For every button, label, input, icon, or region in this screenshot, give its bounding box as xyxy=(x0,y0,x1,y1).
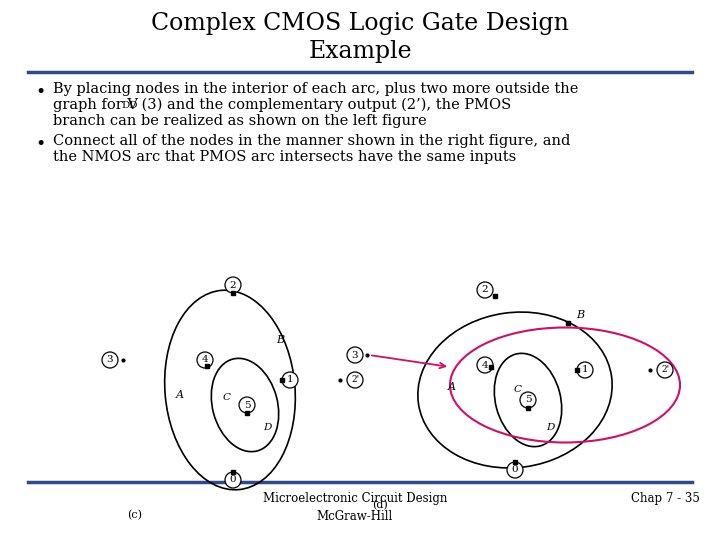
Text: DD: DD xyxy=(121,102,138,111)
Text: A: A xyxy=(448,382,456,392)
Circle shape xyxy=(477,357,493,373)
Circle shape xyxy=(520,392,536,408)
Text: 4: 4 xyxy=(482,361,488,369)
Text: (3) and the complementary output (2’), the PMOS: (3) and the complementary output (2’), t… xyxy=(137,98,511,112)
Text: A: A xyxy=(176,390,184,400)
Text: 4: 4 xyxy=(202,355,208,364)
Circle shape xyxy=(477,282,493,298)
Text: branch can be realized as shown on the left figure: branch can be realized as shown on the l… xyxy=(53,114,427,128)
Text: 1: 1 xyxy=(287,375,293,384)
Text: C: C xyxy=(223,393,231,402)
Text: 3: 3 xyxy=(351,350,359,360)
Text: graph for V: graph for V xyxy=(53,98,138,112)
Text: •: • xyxy=(35,84,45,101)
Circle shape xyxy=(657,362,673,378)
Text: 1: 1 xyxy=(582,366,588,375)
Text: 2': 2' xyxy=(351,375,359,384)
Circle shape xyxy=(225,277,241,293)
Text: D: D xyxy=(263,422,271,431)
Circle shape xyxy=(507,462,523,478)
Text: Connect all of the nodes in the manner shown in the right figure, and: Connect all of the nodes in the manner s… xyxy=(53,134,570,148)
Text: 2': 2' xyxy=(661,366,669,375)
Circle shape xyxy=(347,372,363,388)
Text: 2: 2 xyxy=(482,286,488,294)
Text: Complex CMOS Logic Gate Design: Complex CMOS Logic Gate Design xyxy=(151,12,569,35)
Circle shape xyxy=(197,352,213,368)
Text: •: • xyxy=(35,136,45,153)
Circle shape xyxy=(225,472,241,488)
Text: (d): (d) xyxy=(372,500,388,510)
Text: the NMOS arc that PMOS arc intersects have the same inputs: the NMOS arc that PMOS arc intersects ha… xyxy=(53,150,516,164)
Text: 5: 5 xyxy=(243,401,251,409)
Circle shape xyxy=(239,397,255,413)
Text: 5: 5 xyxy=(525,395,531,404)
Circle shape xyxy=(347,347,363,363)
Text: 0: 0 xyxy=(230,476,236,484)
Text: (c): (c) xyxy=(127,510,143,521)
Text: 2: 2 xyxy=(230,280,236,289)
Text: By placing nodes in the interior of each arc, plus two more outside the: By placing nodes in the interior of each… xyxy=(53,82,578,96)
Text: Chap 7 - 35: Chap 7 - 35 xyxy=(631,492,699,505)
Text: 3: 3 xyxy=(107,355,113,364)
Text: B: B xyxy=(276,335,284,345)
Text: Microelectronic Circuit Design
McGraw-Hill: Microelectronic Circuit Design McGraw-Hi… xyxy=(263,492,447,523)
Text: 0: 0 xyxy=(512,465,518,475)
Text: D: D xyxy=(546,422,554,431)
Text: Example: Example xyxy=(308,40,412,63)
Text: B: B xyxy=(576,310,584,320)
Text: C: C xyxy=(514,384,522,394)
Circle shape xyxy=(282,372,298,388)
Circle shape xyxy=(577,362,593,378)
Circle shape xyxy=(102,352,118,368)
